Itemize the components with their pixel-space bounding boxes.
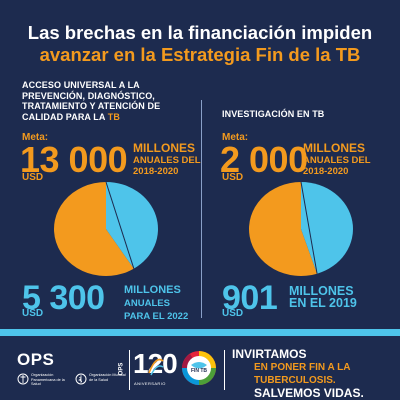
paho-emblem-icon xyxy=(17,373,29,385)
left-actual-desc-2: ANUALES xyxy=(124,298,170,309)
right-pie-divider xyxy=(300,181,318,274)
right-pie-funded-slice xyxy=(301,182,353,274)
right-target-desc-1: MILLONES xyxy=(303,141,365,155)
footer-divider-2 xyxy=(224,350,225,390)
right-pie-chart xyxy=(248,181,353,276)
left-actual-unit: USD xyxy=(22,308,44,319)
ops-subtitle-2: Organización Mundial de la Salud xyxy=(89,373,126,382)
right-target-unit: USD xyxy=(222,172,244,183)
left-category: ACCESO UNIVERSAL A LA PREVENCIÓN, DIAGNÓ… xyxy=(22,80,197,122)
left-target-desc: MILLONES ANUALES DEL 2018-2020 xyxy=(133,141,201,177)
column-divider xyxy=(201,100,202,318)
anniv-side-text: OPS xyxy=(118,362,125,376)
sdg-wheel-icon xyxy=(182,351,216,385)
right-target-desc-3: 2018-2020 xyxy=(303,166,349,177)
cta-line-1: INVIRTAMOS xyxy=(232,347,307,361)
left-actual-desc-1: MILLONES xyxy=(124,284,181,296)
left-target-desc-1: MILLONES xyxy=(133,141,195,155)
headline-line-1: Las brechas en la financiación impiden xyxy=(27,22,373,43)
right-category: INVESTIGACIÓN EN TB xyxy=(222,109,325,119)
right-pie-gap-slice xyxy=(248,182,318,276)
left-pie-chart xyxy=(53,181,158,276)
headline: Las brechas en la financiación impiden a… xyxy=(0,22,400,65)
footer-stripe xyxy=(0,329,400,336)
left-actual-desc: MILLONES ANUALES PARA EL 2022 xyxy=(124,283,189,323)
left-meta-label: Meta: xyxy=(22,132,49,143)
left-pie-gap-slice xyxy=(53,182,134,276)
left-pie-funded-slice xyxy=(106,182,158,269)
ops-subtitle-1: Organización Panamericana de la Salud xyxy=(31,373,65,387)
left-actual-value: 5 300 xyxy=(22,279,105,317)
right-actual-desc-1: MILLONES xyxy=(289,284,354,298)
right-meta-label: Meta: xyxy=(222,132,249,143)
right-actual-desc-2: EN EL 2019 xyxy=(289,296,357,310)
right-target-desc: MILLONES ANUALES DEL 2018-2020 xyxy=(303,141,371,177)
footer-divider-1 xyxy=(129,350,130,390)
cta-line-3: SALVEMOS VIDAS. xyxy=(254,386,364,400)
right-actual-value: 901 xyxy=(222,279,278,317)
call-to-action: INVIRTAMOS EN PONER FIN A LA TUBERCULOSI… xyxy=(232,348,400,400)
headline-line-2: avanzar en la Estrategia Fin de la TB xyxy=(39,44,361,65)
anniv-flourish-icon xyxy=(148,358,164,376)
left-target-desc-2: ANUALES DEL xyxy=(133,155,201,166)
ops-logo: OPS xyxy=(17,350,55,369)
anniv-label: ANIVERSARIO xyxy=(134,381,166,386)
cta-line-2: EN PONER FIN A LA TUBERCULOSIS. xyxy=(254,362,351,386)
right-target-desc-2: ANUALES DEL xyxy=(303,155,371,166)
left-actual-desc-3: PARA EL 2022 xyxy=(124,311,189,322)
anniv-number: 120 xyxy=(133,348,178,379)
left-category-tb: TB xyxy=(107,111,120,122)
left-target-desc-3: 2018-2020 xyxy=(133,166,179,177)
who-emblem-icon xyxy=(75,373,87,385)
left-pie-divider xyxy=(105,181,135,269)
right-actual-desc: MILLONES EN EL 2019 xyxy=(289,284,357,310)
right-actual-unit: USD xyxy=(222,308,244,319)
right-target-value: 2 000 xyxy=(220,139,308,180)
left-target-unit: USD xyxy=(22,172,44,183)
left-category-text: ACCESO UNIVERSAL A LA PREVENCIÓN, DIAGNÓ… xyxy=(22,80,161,122)
finstb-logo-text: FIN TB xyxy=(190,368,208,374)
left-target-value: 13 000 xyxy=(20,139,128,180)
